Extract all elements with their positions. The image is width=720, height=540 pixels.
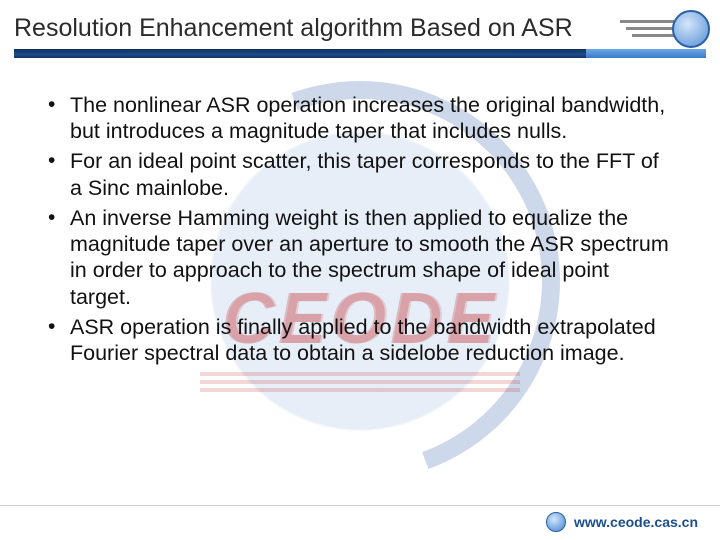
list-item: For an ideal point scatter, this taper c… — [46, 148, 674, 200]
title-bar: Resolution Enhancement algorithm Based o… — [0, 0, 720, 62]
slide-title: Resolution Enhancement algorithm Based o… — [14, 14, 706, 43]
list-item: The nonlinear ASR operation increases th… — [46, 92, 674, 144]
footer-rule — [0, 505, 720, 506]
title-underline — [14, 49, 706, 58]
globe-icon — [546, 512, 566, 532]
list-item: An inverse Hamming weight is then applie… — [46, 205, 674, 310]
footer-url: www.ceode.cas.cn — [574, 514, 698, 530]
bullet-list: The nonlinear ASR operation increases th… — [46, 92, 674, 366]
footer: www.ceode.cas.cn — [546, 512, 698, 532]
watermark-stripes — [200, 372, 520, 396]
slide-content: The nonlinear ASR operation increases th… — [0, 62, 720, 366]
list-item: ASR operation is finally applied to the … — [46, 314, 674, 366]
